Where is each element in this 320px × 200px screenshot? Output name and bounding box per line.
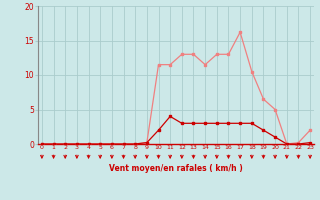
- X-axis label: Vent moyen/en rafales ( km/h ): Vent moyen/en rafales ( km/h ): [109, 164, 243, 173]
